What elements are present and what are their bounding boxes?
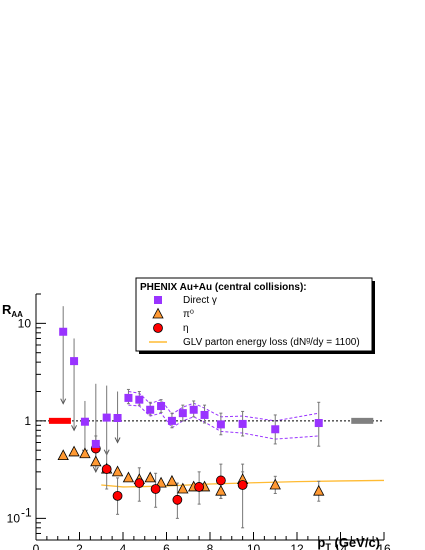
square-point-0-8 bbox=[146, 405, 155, 414]
syst-band-lower bbox=[128, 404, 319, 440]
y-axis-title: RAA bbox=[2, 302, 23, 319]
square-point-0-9 bbox=[157, 402, 166, 411]
triangle-point-1-16 bbox=[269, 478, 281, 490]
legend-title: PHENIX Au+Au (central collisions): bbox=[140, 282, 307, 293]
legend-marker-2 bbox=[153, 323, 163, 333]
y-tick-label: 10 bbox=[7, 511, 21, 525]
triangle-point-1-8 bbox=[144, 471, 156, 483]
circle-point-2-1 bbox=[101, 464, 112, 475]
triangle-point-1-3 bbox=[90, 455, 102, 467]
y-tick-label: 10 bbox=[18, 316, 32, 330]
normalization-box-1 bbox=[351, 417, 374, 424]
y-tick-exponent: -1 bbox=[21, 505, 32, 519]
reference-line-group bbox=[36, 417, 384, 424]
triangle-point-1-9 bbox=[155, 476, 167, 488]
syst-band-upper bbox=[128, 391, 319, 422]
square-point-0-13 bbox=[200, 410, 209, 419]
upper-limit-arrow-0-3 bbox=[92, 466, 99, 473]
legend-marker-1 bbox=[152, 307, 164, 319]
square-point-0-11 bbox=[178, 409, 187, 418]
x-tick-label: 16 bbox=[377, 542, 391, 550]
circle-point-2-8 bbox=[237, 480, 248, 490]
circle-point-2-4 bbox=[150, 484, 161, 494]
legend-entry-2: η bbox=[183, 323, 189, 334]
x-tick-label: 12 bbox=[290, 542, 304, 550]
circle-point-2-5 bbox=[172, 494, 183, 505]
square-point-0-1 bbox=[70, 357, 79, 366]
square-point-0-3 bbox=[91, 439, 100, 448]
square-point-0-0 bbox=[59, 327, 68, 336]
square-point-0-2 bbox=[80, 417, 89, 426]
legend-box bbox=[135, 277, 373, 352]
x-axis-title: pT (GeV/c) bbox=[317, 535, 380, 550]
y-tick-label: 1 bbox=[24, 414, 31, 428]
x-tick-label: 4 bbox=[120, 542, 127, 550]
normalization-box-0 bbox=[48, 417, 71, 424]
x-tick-label: 14 bbox=[334, 542, 348, 550]
legend-entry-0: Direct γ bbox=[183, 295, 217, 306]
legend: PHENIX Au+Au (central collisions): Direct… bbox=[135, 277, 375, 354]
legend-entry-1: π⁰ bbox=[183, 309, 194, 320]
direct-photon-syst-band bbox=[128, 391, 319, 440]
square-point-0-15 bbox=[238, 419, 247, 428]
legend-marker-0 bbox=[154, 296, 162, 304]
upper-limit-arrow-0-0 bbox=[60, 398, 67, 405]
triangle-point-1-17 bbox=[313, 484, 325, 496]
triangle-point-1-2 bbox=[79, 447, 91, 459]
circle-point-2-6 bbox=[194, 482, 205, 492]
square-point-0-16 bbox=[271, 425, 280, 434]
upper-limit-arrow-0-1 bbox=[71, 425, 78, 432]
x-tick-label: 6 bbox=[163, 542, 170, 550]
triangle-point-1-10 bbox=[166, 474, 178, 486]
square-point-0-14 bbox=[216, 420, 225, 429]
circle-point-2-2 bbox=[112, 490, 123, 501]
triangle-point-1-6 bbox=[122, 471, 135, 483]
square-point-0-7 bbox=[135, 395, 144, 404]
x-tick-label: 2 bbox=[76, 542, 83, 550]
triangle-point-1-1 bbox=[68, 445, 80, 457]
x-tick-label: 8 bbox=[207, 542, 214, 550]
circle-point-2-7 bbox=[215, 475, 226, 486]
triangle-point-1-14 bbox=[215, 484, 227, 496]
x-tick-label: 0 bbox=[33, 542, 40, 550]
square-point-0-17 bbox=[314, 419, 323, 428]
triangle-point-1-11 bbox=[177, 482, 189, 494]
square-point-0-5 bbox=[113, 413, 122, 422]
x-tick-label: 10 bbox=[247, 542, 261, 550]
square-point-0-10 bbox=[167, 416, 176, 425]
square-point-0-4 bbox=[102, 413, 111, 422]
square-point-0-12 bbox=[189, 405, 198, 414]
markers-group bbox=[57, 327, 325, 505]
triangle-point-1-5 bbox=[111, 465, 124, 477]
legend-entry-3: GLV parton energy loss (dNg/dy = 1100) bbox=[183, 337, 360, 348]
square-point-0-6 bbox=[124, 393, 133, 402]
circle-point-2-3 bbox=[134, 478, 145, 488]
upper-limit-arrow-0-5 bbox=[114, 437, 121, 444]
triangle-point-1-0 bbox=[57, 449, 69, 461]
